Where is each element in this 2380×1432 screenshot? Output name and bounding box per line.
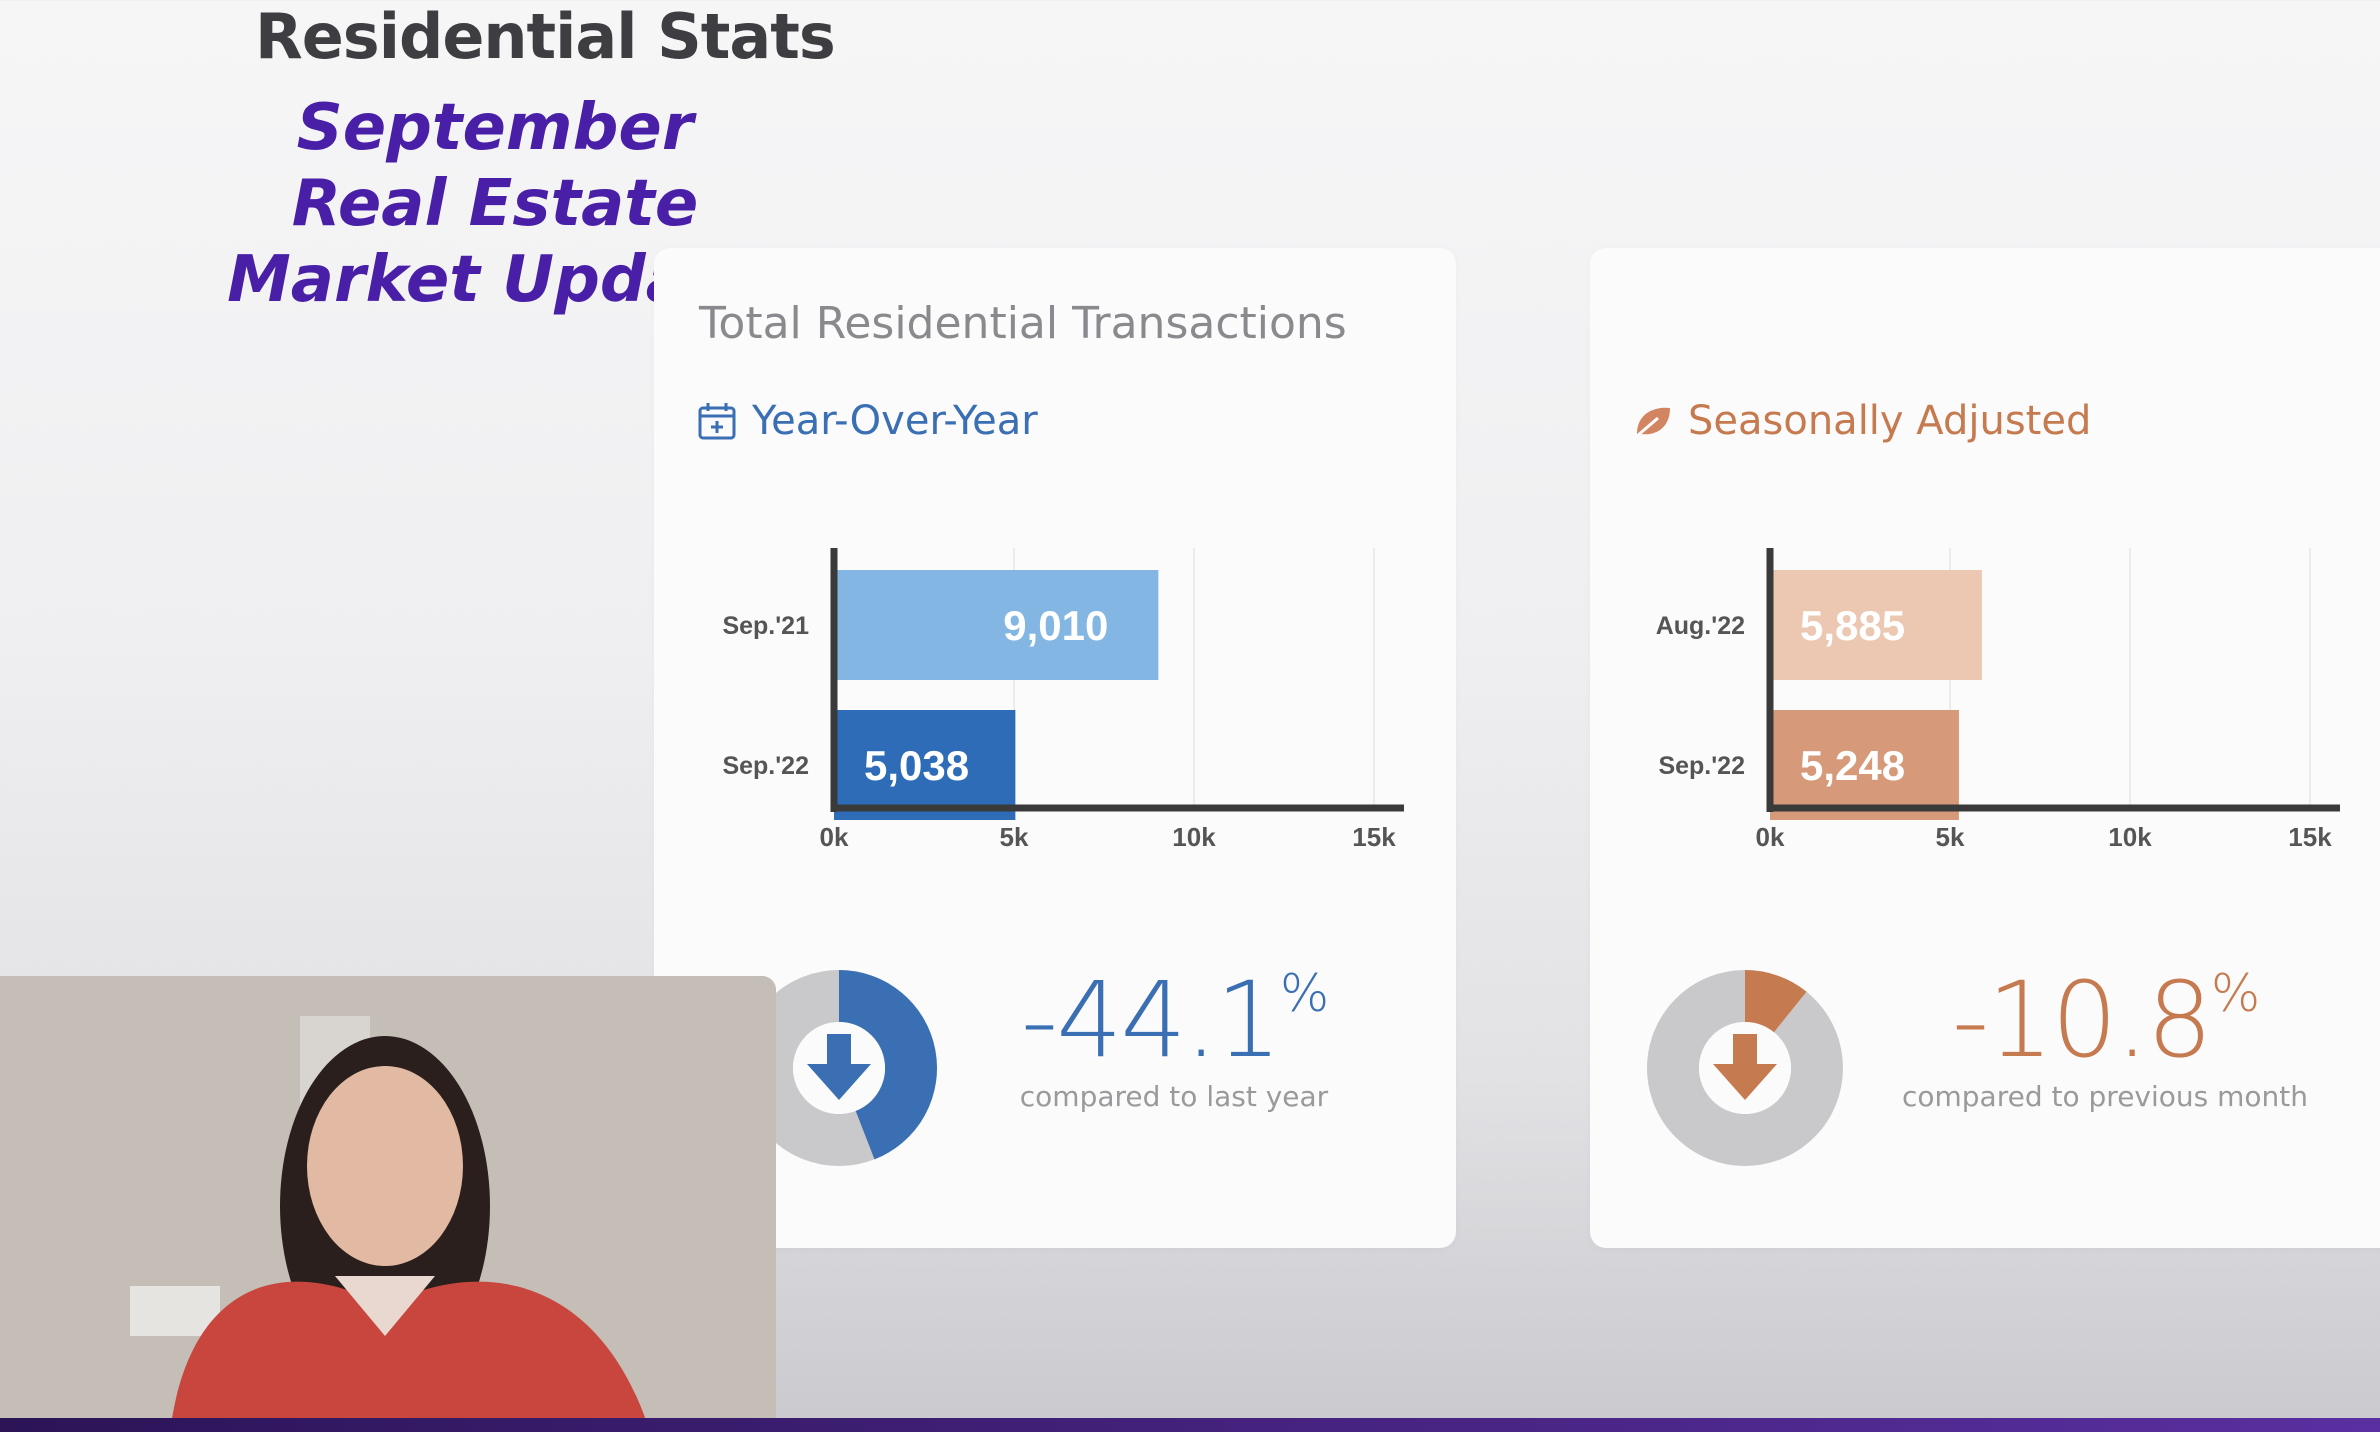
category-label: Sep.'22: [1658, 752, 1745, 780]
yoy-change-caption: compared to last year: [1019, 1080, 1329, 1113]
yoy-bar-chart: 0k 5k 10k 15k Sep.'21 9,010 Sep.'22 5,038: [722, 548, 1404, 852]
calendar-plus-icon: [698, 403, 736, 440]
bar-value-label: 5,038: [864, 742, 969, 789]
x-tick-label: 0k: [820, 822, 849, 852]
leaf-icon: [1636, 407, 1670, 438]
card-subtitle-label: Seasonally Adjusted: [1688, 398, 2092, 444]
presenter-video-frame: [0, 976, 776, 1432]
arrow-down-icon: [1713, 1034, 1777, 1100]
seasonal-change-value: -10.8: [1951, 959, 2213, 1081]
bar: [834, 570, 1159, 680]
bar-value-label: 5,885: [1800, 602, 1905, 649]
bar-value-label: 5,248: [1800, 742, 1905, 789]
x-tick-label: 5k: [1000, 822, 1029, 852]
card-subtitle: Year-Over-Year: [696, 398, 1038, 444]
bar-value-label: 9,010: [1003, 602, 1108, 649]
overlay-title-line: Real Estate: [291, 167, 699, 241]
bottom-bar: [0, 1418, 2380, 1432]
seasonal-change-unit: %: [2210, 964, 2260, 1024]
bar: [1770, 570, 1982, 680]
yoy-change-value: -44.1: [1020, 959, 1282, 1081]
category-label: Sep.'22: [722, 752, 809, 780]
seasonal-change: -10.8% compared to previous month: [1895, 968, 2315, 1113]
x-tick-label: 15k: [1352, 822, 1396, 852]
seasonal-bar-chart: 0k 5k 10k 15k Aug.'22 5,885 Sep.'22 5,248: [1656, 548, 2340, 852]
presenter-webcam: [0, 976, 776, 1432]
x-tick-label: 0k: [1756, 822, 1785, 852]
seasonal-change-caption: compared to previous month: [1901, 1080, 2309, 1113]
arrow-down-icon: [807, 1034, 871, 1100]
card-subtitle: Seasonally Adjusted: [1632, 398, 2091, 444]
x-tick-label: 10k: [2108, 822, 2152, 852]
x-tick-label: 10k: [1172, 822, 1216, 852]
x-tick-label: 15k: [2288, 822, 2332, 852]
overlay-title-line: September: [296, 91, 694, 165]
yoy-card: Total Residential Transactions Year-Over…: [654, 248, 1456, 1248]
donut-arc: [837, 970, 937, 1160]
seasonal-card: Seasonally Adjusted 0k 5k 10k 15k Aug.'22 5,8…: [1590, 248, 2380, 1248]
x-tick-label: 5k: [1936, 822, 1965, 852]
bar: [834, 710, 1016, 820]
card-subtitle-label: Year-Over-Year: [752, 398, 1038, 444]
donut-arc: [1743, 970, 1807, 1033]
card-title: Total Residential Transactions: [699, 298, 1347, 349]
category-label: Sep.'21: [722, 612, 809, 640]
page-title: Residential Stats: [255, 0, 836, 73]
bar: [1770, 710, 1959, 820]
yoy-change-unit: %: [1279, 964, 1329, 1024]
seasonal-donut: [1647, 970, 1843, 1166]
yoy-change: -44.1% compared to last year: [964, 968, 1384, 1113]
category-label: Aug.'22: [1656, 612, 1745, 640]
